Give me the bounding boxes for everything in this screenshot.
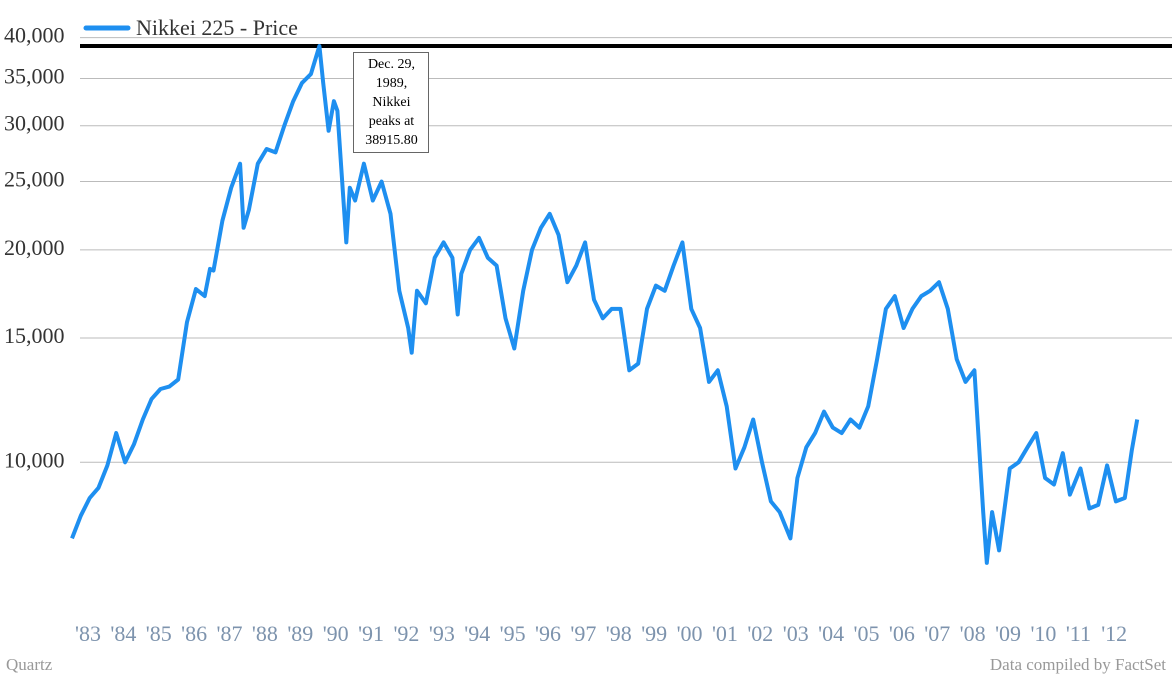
x-tick-label: '85: [146, 621, 172, 646]
x-tick-label: '03: [783, 621, 809, 646]
x-tick-label: '10: [1030, 621, 1056, 646]
x-tick-label: '09: [995, 621, 1021, 646]
x-tick-label: '97: [570, 621, 596, 646]
x-tick-label: '08: [960, 621, 986, 646]
x-tick-label: '84: [110, 621, 136, 646]
x-tick-label: '92: [393, 621, 419, 646]
x-tick-label: '12: [1101, 621, 1127, 646]
x-tick-label: '83: [75, 621, 101, 646]
x-tick-label: '99: [641, 621, 667, 646]
x-tick-label: '07: [924, 621, 950, 646]
x-tick-label: '06: [889, 621, 915, 646]
x-tick-label: '96: [535, 621, 561, 646]
legend-label: Nikkei 225 - Price: [136, 15, 298, 40]
x-tick-label: '02: [747, 621, 773, 646]
x-tick-label: '00: [677, 621, 703, 646]
x-tick-label: '94: [464, 621, 490, 646]
x-tick-label: '88: [252, 621, 278, 646]
x-tick-label: '89: [287, 621, 313, 646]
y-tick-label: 40,000: [4, 23, 65, 48]
y-tick-label: 35,000: [4, 64, 65, 89]
x-tick-label: '87: [217, 621, 243, 646]
x-tick-label: '04: [818, 621, 844, 646]
y-tick-label: 15,000: [4, 323, 65, 348]
y-tick-label: 20,000: [4, 235, 65, 260]
y-tick-label: 30,000: [4, 111, 65, 136]
grid: [80, 37, 1172, 463]
x-tick-label: '91: [358, 621, 384, 646]
annotation: Dec. 29, 1989, Nikkei peaks at 38915.80: [353, 51, 430, 153]
x-tick-label: '95: [500, 621, 526, 646]
x-tick-label: '86: [181, 621, 207, 646]
x-tick-label: '01: [712, 621, 738, 646]
x-tick-label: '11: [1066, 621, 1091, 646]
x-tick-label: '05: [854, 621, 880, 646]
y-tick-label: 10,000: [4, 447, 65, 472]
price-line: [70, 44, 1140, 565]
y-tick-label: 25,000: [4, 167, 65, 192]
source-right: Data compiled by FactSet: [990, 655, 1166, 674]
source-left: Quartz: [6, 655, 53, 674]
x-tick-label: '90: [323, 621, 349, 646]
x-tick-label: '98: [606, 621, 632, 646]
x-tick-label: '93: [429, 621, 455, 646]
